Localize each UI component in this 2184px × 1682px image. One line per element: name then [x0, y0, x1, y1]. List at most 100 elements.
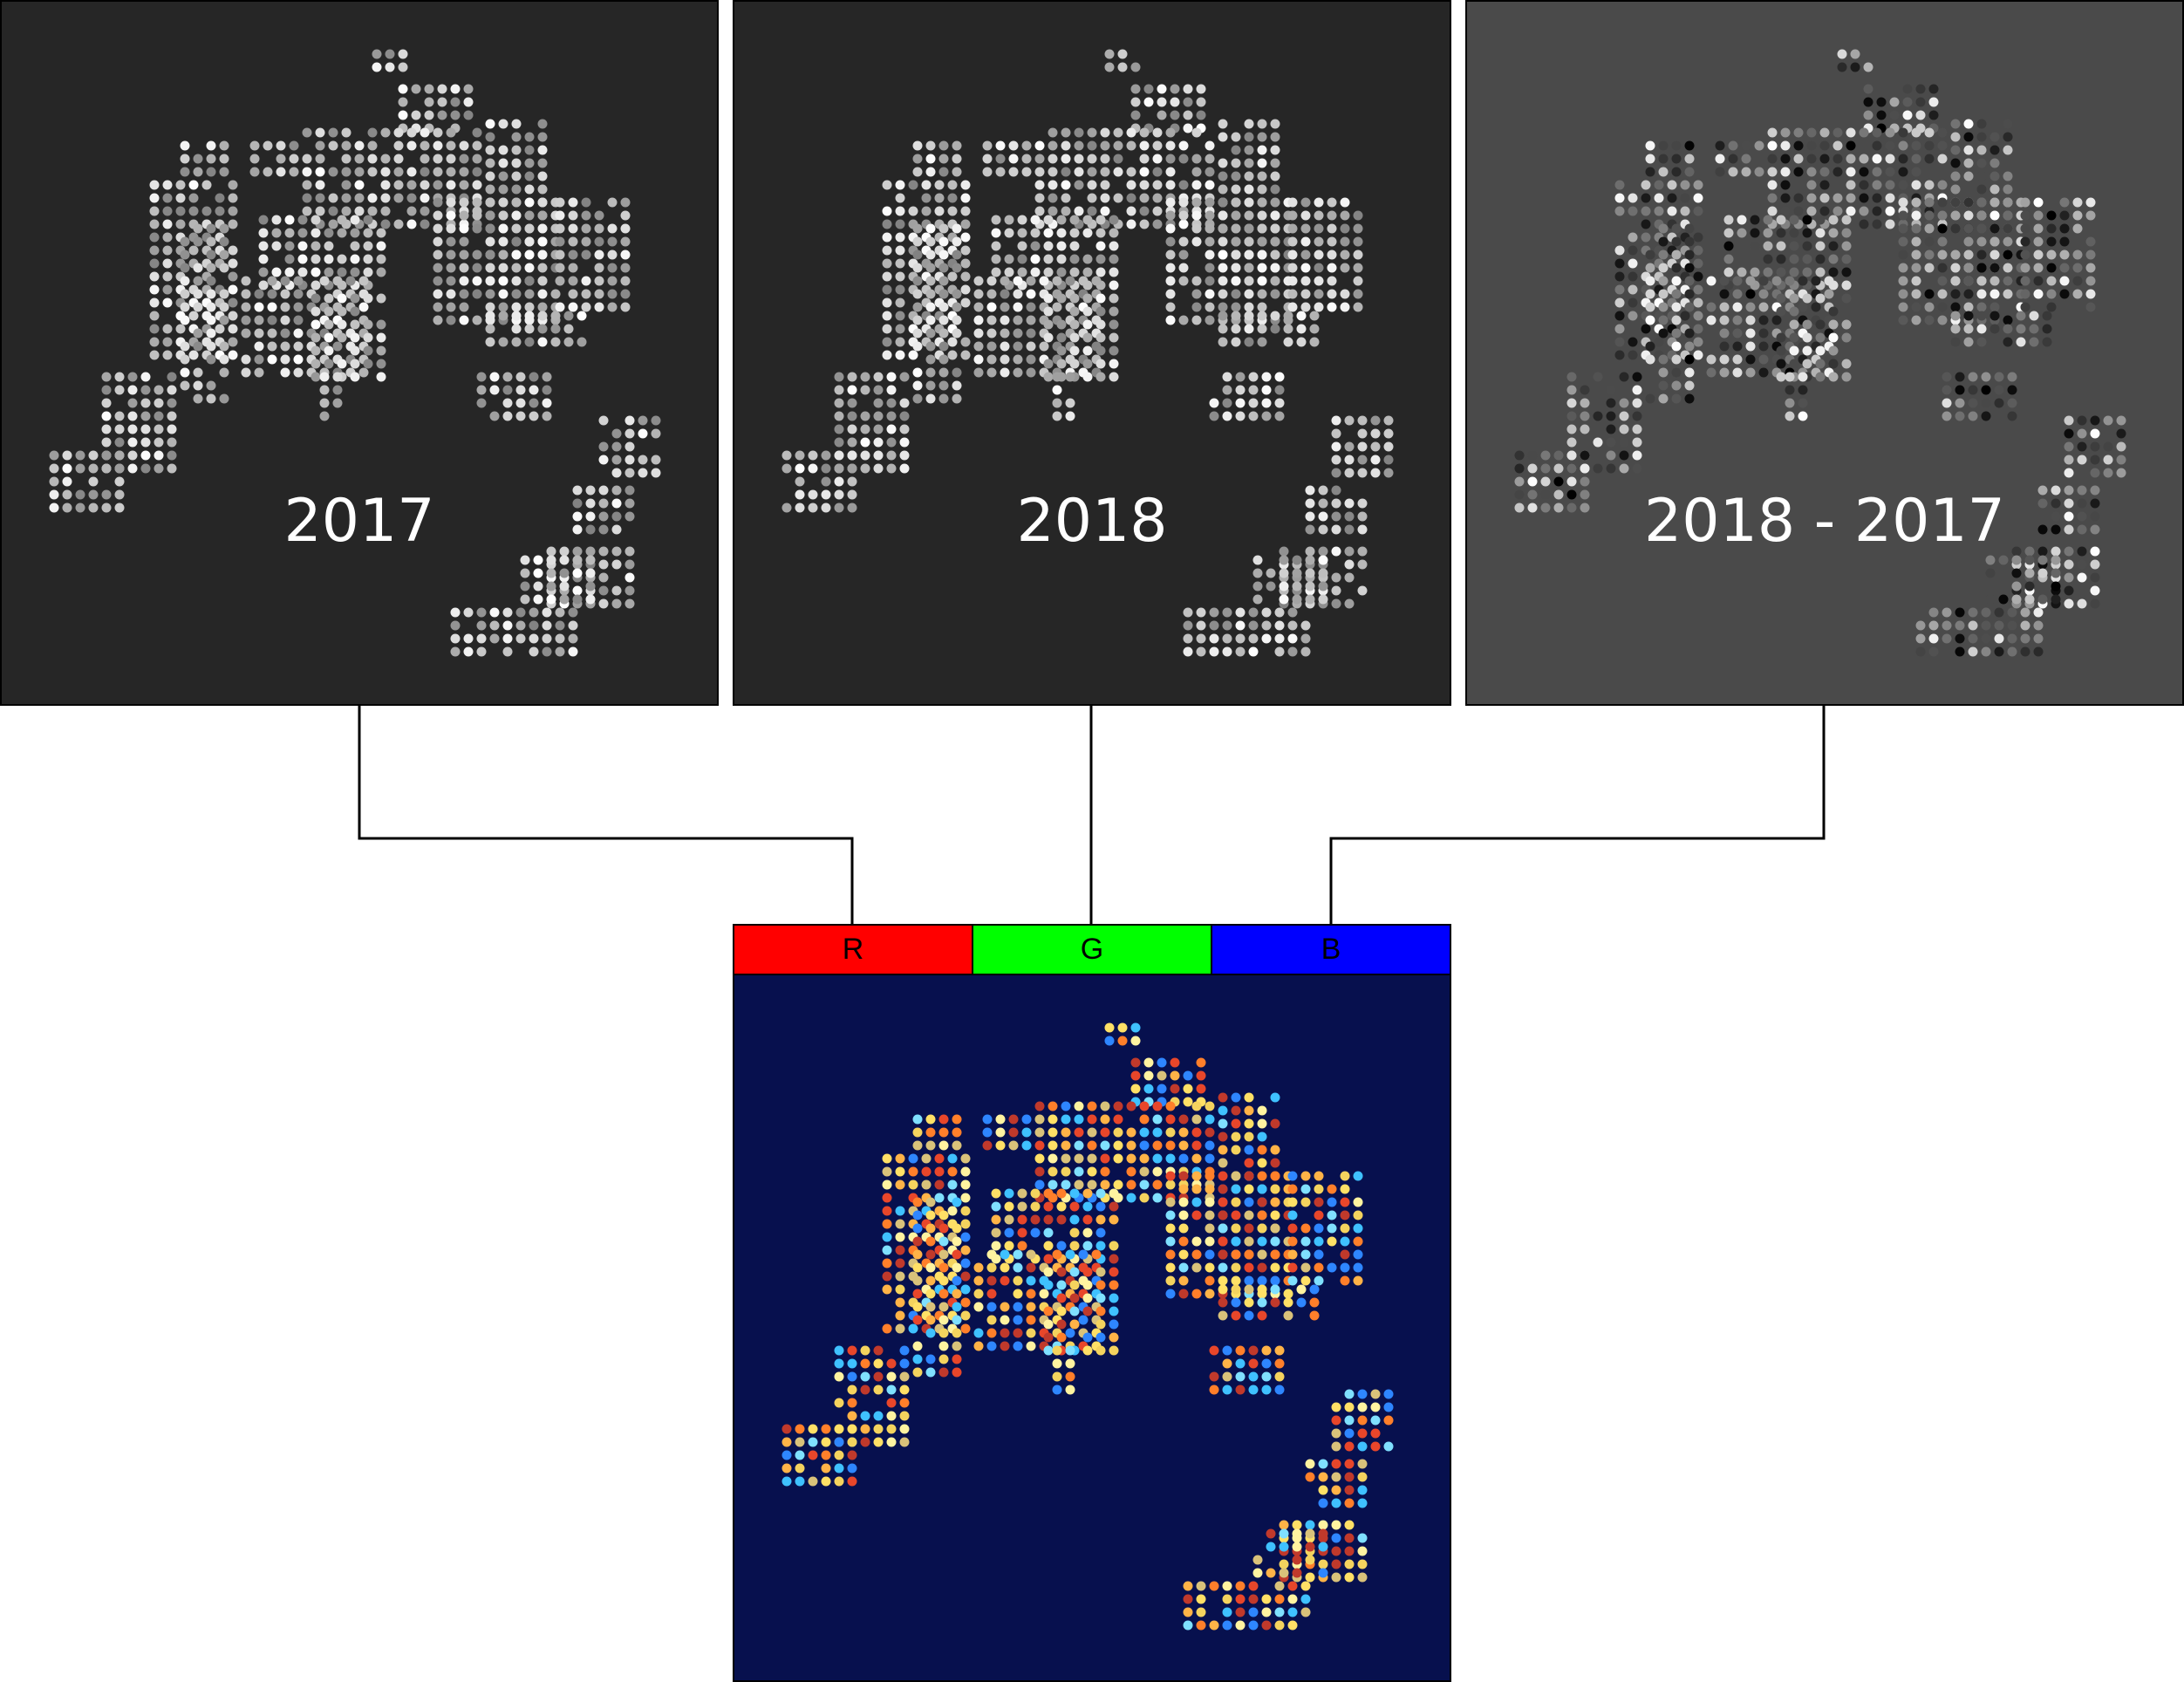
pivot-dot — [568, 236, 578, 247]
pivot-dot — [363, 215, 373, 225]
pivot-dot — [834, 398, 844, 408]
pivot-dot — [1052, 398, 1062, 408]
pivot-dot — [1087, 1179, 1097, 1190]
pivot-dot — [502, 385, 513, 395]
pivot-dot — [2085, 276, 2096, 286]
pivot-dot — [1183, 1607, 1193, 1617]
pivot-dot — [895, 1179, 905, 1190]
pivot-dot — [1370, 1428, 1381, 1439]
pivot-dot — [546, 594, 556, 605]
pivot-dot — [1279, 1528, 1289, 1539]
pivot-dot — [311, 267, 321, 277]
pivot-dot — [219, 393, 229, 404]
pivot-dot — [895, 311, 905, 321]
pivot-dot — [1244, 1158, 1254, 1168]
pivot-dot — [1798, 276, 1808, 286]
pivot-dot — [520, 581, 530, 591]
pivot-dot — [1113, 140, 1123, 151]
pivot-dot — [1139, 1140, 1150, 1151]
pivot-dot — [1261, 372, 1272, 382]
pivot-dot — [1126, 180, 1136, 190]
pivot-dot — [952, 1367, 962, 1378]
pivot-dot — [2003, 324, 2013, 334]
pivot-dot — [140, 398, 151, 408]
pivot-dot — [1514, 503, 1525, 513]
pivot-dot — [1950, 223, 1961, 234]
pivot-dot — [324, 267, 334, 277]
pivot-dot — [1170, 97, 1180, 107]
pivot-dot — [1340, 263, 1350, 273]
pivot-dot — [263, 167, 273, 177]
pivot-dot — [406, 140, 417, 151]
pivot-dot — [952, 1328, 962, 1338]
pivot-dot — [1231, 158, 1241, 168]
pivot-dot — [847, 411, 857, 421]
pivot-dot — [2103, 455, 2113, 465]
pivot-dot — [598, 415, 609, 426]
pivot-dot — [393, 140, 404, 151]
pivot-dot — [498, 223, 508, 234]
pivot-dot — [1915, 646, 1926, 657]
pivot-dot — [1082, 1188, 1093, 1199]
pivot-dot — [882, 337, 892, 347]
pivot-dot — [62, 489, 72, 500]
pivot-dot — [925, 328, 936, 338]
pivot-dot — [219, 154, 229, 164]
pivot-dot — [546, 568, 556, 578]
pivot-dot — [1318, 511, 1328, 522]
pivot-dot — [1017, 1188, 1027, 1199]
pivot-dot — [559, 568, 570, 578]
pivot-dot — [572, 594, 583, 605]
pivot-dot — [1296, 324, 1307, 334]
pivot-dot — [1218, 1297, 1228, 1308]
pivot-dot — [446, 180, 456, 190]
pivot-dot — [1126, 1153, 1136, 1164]
pivot-dot — [1658, 154, 1669, 164]
pivot-dot — [363, 267, 373, 277]
pivot-dot — [886, 463, 897, 474]
pivot-dot — [75, 489, 85, 500]
pivot-dot — [385, 62, 395, 72]
pivot-dot — [1331, 485, 1341, 496]
pivot-dot — [847, 437, 857, 448]
pivot-dot — [463, 607, 474, 618]
pivot-dot — [947, 350, 958, 360]
pivot-dot — [524, 337, 535, 347]
pivot-dot — [1056, 332, 1067, 343]
pivot-dot — [1100, 167, 1110, 177]
pivot-dot — [1950, 184, 1961, 195]
pivot-dot — [167, 450, 177, 461]
pivot-dot — [620, 210, 631, 221]
pivot-dot — [1566, 503, 1577, 513]
pivot-dot — [952, 1223, 962, 1234]
pivot-dot — [1314, 263, 1324, 273]
pivot-dot — [1815, 241, 1826, 251]
pivot-dot — [1793, 206, 1804, 216]
pivot-dot — [529, 646, 539, 657]
pivot-dot — [1898, 250, 1908, 260]
pivot-dot — [324, 319, 334, 330]
pivot-dot — [446, 276, 456, 286]
pivot-dot — [1279, 594, 1289, 605]
pivot-dot — [1540, 463, 1551, 474]
pivot-dot — [1928, 633, 1939, 644]
pivot-dot — [1235, 633, 1246, 644]
pivot-dot — [895, 1245, 905, 1255]
pivot-dot — [860, 424, 870, 434]
pivot-dot — [524, 302, 535, 312]
pivot-dot — [991, 1188, 1001, 1199]
pivot-dot — [1043, 1345, 1054, 1356]
pivot-dot — [328, 206, 338, 216]
pivot-dot — [1130, 84, 1141, 94]
pivot-dot — [271, 241, 282, 251]
pivot-dot — [1191, 1289, 1202, 1299]
pivot-dot — [446, 210, 456, 221]
pivot-dot — [2003, 263, 2013, 273]
pivot-dot — [821, 1450, 831, 1460]
pivot-dot — [2103, 415, 2113, 426]
pivot-dot — [960, 1153, 971, 1164]
pivot-dot — [1292, 1568, 1302, 1578]
pivot-dot — [1806, 140, 1817, 151]
pivot-dot — [1750, 228, 1760, 238]
pivot-dot — [358, 367, 369, 378]
